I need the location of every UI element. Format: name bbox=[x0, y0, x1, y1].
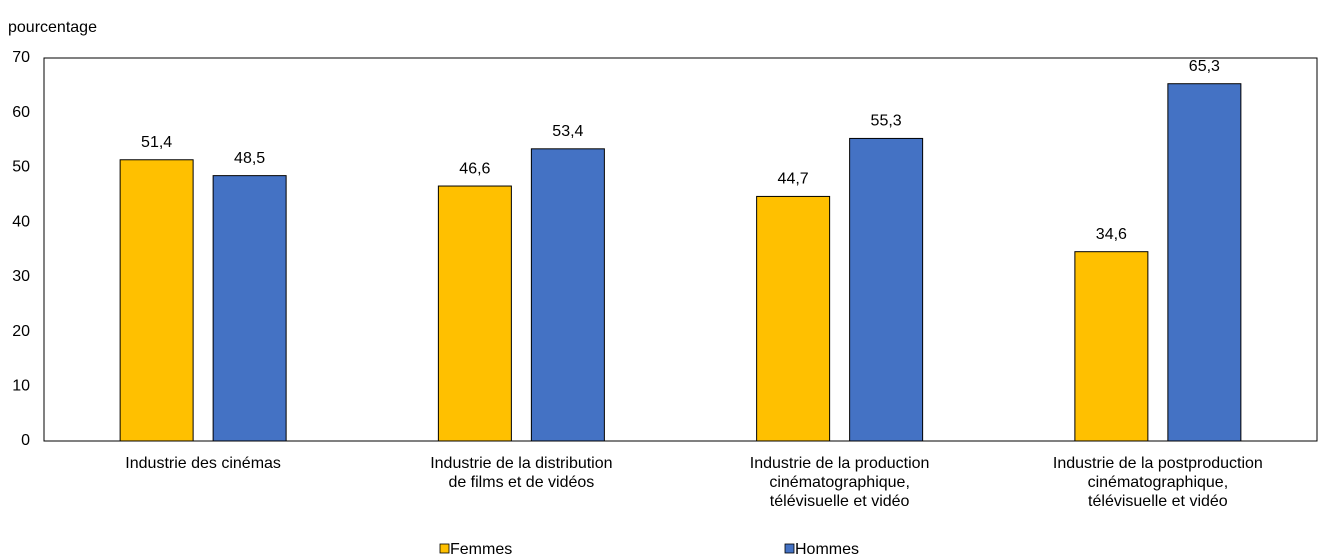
y-tick-label: 0 bbox=[21, 432, 30, 449]
legend-label: Femmes bbox=[450, 541, 512, 558]
plot-area bbox=[43, 57, 1318, 442]
data-label: 53,4 bbox=[552, 123, 583, 140]
legend-swatch bbox=[439, 543, 450, 554]
y-tick-label: 20 bbox=[12, 323, 30, 340]
data-label: 55,3 bbox=[871, 113, 902, 130]
y-tick-label: 10 bbox=[12, 378, 30, 395]
data-label: 44,7 bbox=[778, 171, 809, 188]
bar bbox=[437, 185, 512, 442]
bar bbox=[212, 175, 287, 442]
x-tick-label: Industrie de la production cinématograph… bbox=[749, 455, 930, 510]
data-label: 51,4 bbox=[141, 134, 172, 151]
data-label: 34,6 bbox=[1096, 226, 1127, 243]
legend-label: Hommes bbox=[795, 541, 859, 558]
y-tick-label: 60 bbox=[12, 104, 30, 121]
data-label: 65,3 bbox=[1189, 58, 1220, 75]
legend-swatch bbox=[784, 543, 795, 554]
x-tick-label: Industrie de la postproduction cinématog… bbox=[1052, 455, 1263, 510]
bar bbox=[119, 159, 194, 442]
data-label: 48,5 bbox=[234, 150, 265, 167]
y-tick-label: 50 bbox=[12, 159, 30, 176]
x-tick-label: Industrie de la distribution de films et… bbox=[430, 455, 613, 491]
y-tick-label: 30 bbox=[12, 268, 30, 285]
bar bbox=[1167, 83, 1242, 442]
x-tick-label: Industrie des cinémas bbox=[125, 455, 281, 472]
bar bbox=[756, 195, 831, 442]
y-axis-label: pourcentage bbox=[8, 19, 97, 36]
y-tick-label: 40 bbox=[12, 213, 30, 230]
y-tick-label: 70 bbox=[12, 49, 30, 66]
bar bbox=[1074, 251, 1149, 442]
data-label: 46,6 bbox=[459, 160, 490, 177]
bar bbox=[530, 148, 605, 442]
bar bbox=[849, 137, 924, 442]
